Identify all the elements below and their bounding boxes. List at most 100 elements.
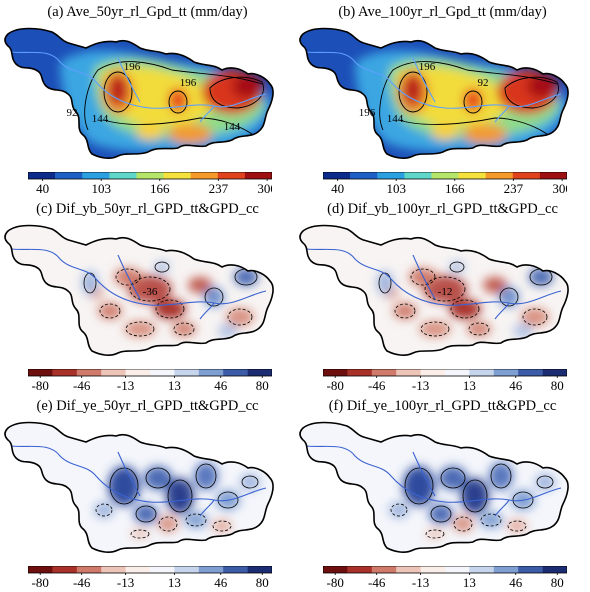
basin-map-average: 196 144 92 196 144: [4, 27, 274, 159]
panel-d: (d) Dif_yb_100yr_rl_GPD_tt&GPD_cc -12 -8…: [295, 197, 590, 394]
panel-title: (c) Dif_yb_50yr_rl_GPD_tt&GPD_cc: [36, 201, 259, 217]
colorbar-segment: [52, 369, 78, 376]
colorbar-tick-label: -80: [32, 575, 49, 590]
colorbar-segment: [174, 369, 200, 376]
colorbar-segment: [469, 369, 495, 376]
colorbar-tick-label: -46: [73, 378, 91, 393]
panel-e: (e) Dif_ye_50yr_rl_GPD_tt&GPD_cc -80 -46 -…: [0, 394, 295, 591]
colorbar-segment: [404, 172, 432, 179]
colorbar-tick-label: -13: [117, 575, 134, 590]
panel-title: (b) Ave_100yr_rl_Gpd_tt (mm/day): [338, 4, 547, 20]
colorbar-segment: [493, 369, 519, 376]
basin-outline: [299, 27, 569, 159]
panel-c: (c) Dif_yb_50yr_rl_GPD_tt&GPD_cc -36 -80…: [0, 197, 295, 394]
contour-label: 144: [224, 121, 241, 133]
colorbar-segment: [420, 369, 446, 376]
colorbar-segment: [512, 172, 541, 179]
colorbar-tick-label: -46: [368, 575, 386, 590]
panel-f: (f) Dif_ye_100yr_rl_GPD_tt&GPD_cc -80 -46…: [295, 394, 590, 591]
colorbar-segment: [323, 369, 348, 376]
colorbar-segment: [76, 566, 102, 573]
colorbar-tick-label: 46: [214, 575, 228, 590]
colorbar-tick-label: -46: [368, 378, 386, 393]
colorbar-segment: [76, 369, 102, 376]
colorbar-segment: [223, 369, 248, 376]
colorbar-tick-label: 300: [552, 181, 567, 196]
field-layer: [5, 422, 274, 553]
colorbar-segment: [28, 172, 56, 179]
contour-label: 196: [180, 77, 197, 89]
contour-label: 196: [419, 61, 436, 73]
colorbar-segment: [485, 172, 514, 179]
colorbar-segment: [539, 172, 567, 179]
colorbar-segment: [323, 566, 348, 573]
contour-label: -12: [438, 286, 453, 298]
colorbar-difference: -80 -46 -13 13 46 80: [28, 369, 272, 393]
colorbar-segment: [55, 172, 83, 179]
field-layer: [5, 28, 274, 159]
panel-a: (a) Ave_50yr_rl_Gpd_tt (mm/day) 196 144 92…: [0, 0, 295, 197]
panel-title: (e) Dif_ye_50yr_rl_GPD_tt&GPD_cc: [36, 398, 259, 414]
colorbar-difference: -80 -46 -13 13 46 80: [323, 566, 567, 590]
colorbar-segment: [109, 172, 137, 179]
panel-title: (f) Dif_ye_100yr_rl_GPD_tt&GPD_cc: [328, 398, 557, 414]
colorbar-segment: [163, 172, 191, 179]
colorbar-segment: [190, 172, 219, 179]
colorbar-segment: [420, 566, 446, 573]
contour-label: 144: [387, 113, 404, 125]
field-layer: [300, 422, 569, 553]
colorbar-segment: [82, 172, 110, 179]
colorbar-average: 40 103 166 237 300: [28, 172, 272, 196]
colorbar-segment: [174, 566, 200, 573]
colorbar-segment: [431, 172, 459, 179]
colorbar-frame: [28, 172, 272, 180]
contour-label: 92: [478, 77, 489, 89]
colorbar-tick-label: -13: [412, 378, 429, 393]
contour-label: 144: [92, 113, 109, 125]
colorbar-tick-label: -46: [73, 575, 91, 590]
river-layer: [11, 445, 267, 517]
colorbar-segment: [150, 369, 175, 376]
colorbar-tick-label: -13: [117, 378, 134, 393]
colorbar-segment: [125, 369, 151, 376]
colorbar-tick-label: 80: [256, 378, 269, 393]
colorbar-segment: [247, 566, 272, 573]
colorbar-segment: [198, 369, 224, 376]
colorbar-segment: [198, 566, 224, 573]
colorbar-segment: [244, 172, 272, 179]
colorbar-frame: [28, 369, 272, 377]
colorbar-tick-label: -13: [412, 575, 429, 590]
basin-map-difference: [299, 421, 569, 553]
colorbar-segment: [458, 172, 486, 179]
basin-outline: [299, 421, 569, 553]
colorbar-segment: [247, 369, 272, 376]
contour-label: 92: [67, 107, 78, 119]
colorbar-tick-label: 237: [209, 181, 229, 196]
panel-b: (b) Ave_100yr_rl_Gpd_tt (mm/day) 196 144 1…: [295, 0, 590, 197]
colorbar-tick-label: 166: [150, 181, 170, 196]
colorbar-frame: [323, 172, 567, 180]
panel-title: (d) Dif_yb_100yr_rl_GPD_tt&GPD_cc: [327, 201, 558, 217]
basin-outline: [4, 421, 274, 553]
colorbar-tick-label: 103: [91, 181, 111, 196]
colorbar-frame: [323, 369, 567, 377]
basin-map-difference: -12: [299, 224, 569, 356]
colorbar-segment: [371, 369, 397, 376]
colorbar-segment: [542, 369, 567, 376]
colorbar-segment: [28, 369, 53, 376]
basin-outline: [4, 27, 274, 159]
colorbar-tick-label: 300: [257, 181, 272, 196]
colorbar-frame: [28, 566, 272, 574]
colorbar-tick-label: 166: [445, 181, 465, 196]
basin-outline: [4, 224, 274, 356]
colorbar-segment: [469, 566, 495, 573]
contour-label: -36: [143, 286, 158, 298]
river-layer: [306, 248, 562, 320]
colorbar-segment: [445, 566, 470, 573]
colorbar-tick-label: 13: [168, 575, 181, 590]
colorbar-tick-label: 46: [509, 575, 523, 590]
colorbar-segment: [377, 172, 405, 179]
basin-map-difference: [4, 421, 274, 553]
colorbar-segment: [445, 369, 470, 376]
colorbar-difference: -80 -46 -13 13 46 80: [323, 369, 567, 393]
